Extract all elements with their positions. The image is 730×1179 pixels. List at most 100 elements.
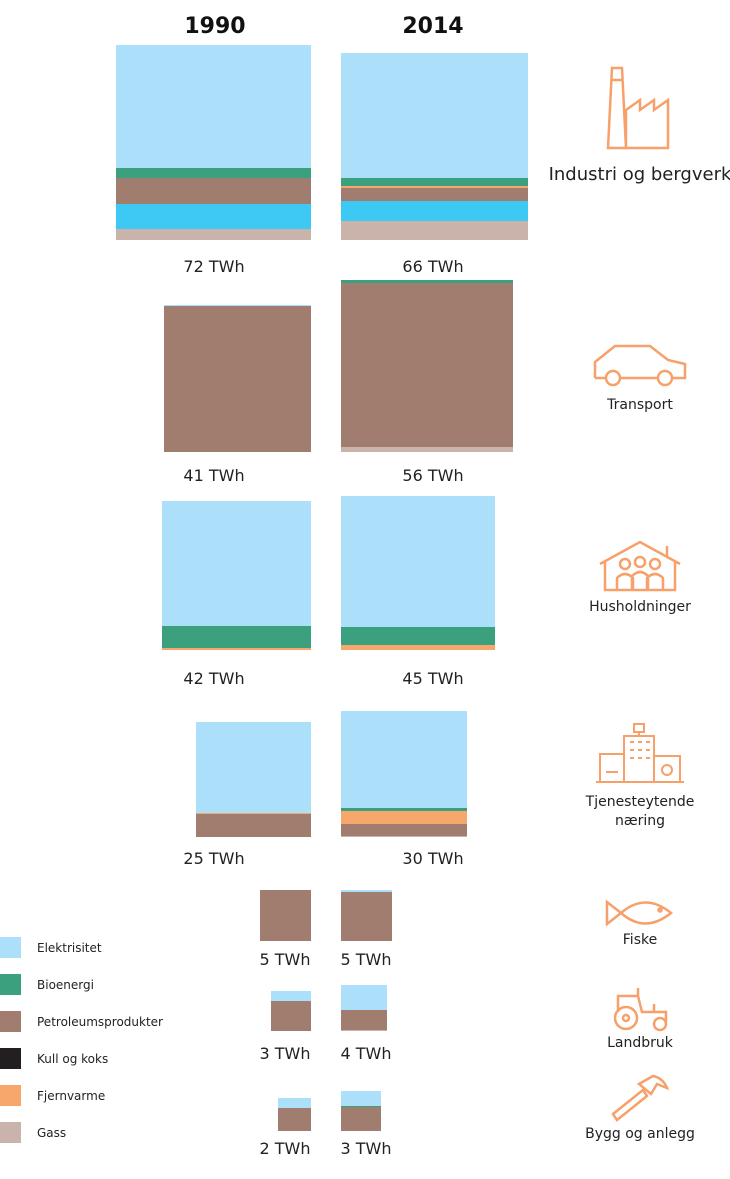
sector-label: Landbruk <box>607 1035 673 1051</box>
segment-gass <box>341 446 514 452</box>
legend-swatch <box>0 937 21 958</box>
segment-fjernvarme <box>341 185 528 188</box>
segment-petroleumsprodukter <box>163 306 311 452</box>
sector-label: Transport <box>607 397 673 413</box>
segment-petroleumsprodukter <box>341 824 467 836</box>
sector-label: Tjenesteytende næring <box>585 794 695 829</box>
segment-unlabeled <box>115 203 311 230</box>
segment-elektrisitet <box>341 711 467 808</box>
segment-elektrisitet <box>341 985 387 1011</box>
stacked-square-2014 <box>341 985 387 1031</box>
segment-elektrisitet <box>163 304 311 307</box>
buildings-icon <box>594 722 686 788</box>
legend-item: Bioenergi <box>0 974 94 995</box>
legend-swatch <box>0 974 21 995</box>
segment-petroleumsprodukter <box>341 1010 387 1031</box>
hammer-icon <box>609 1074 671 1126</box>
stacked-square-2014 <box>341 53 528 240</box>
legend-label: Gass <box>37 1125 67 1140</box>
segment-elektrisitet <box>341 1091 381 1106</box>
segment-gass <box>341 221 528 240</box>
stacked-square-2014 <box>341 495 496 650</box>
segment-bioenergi <box>161 626 311 649</box>
sector-label: Bygg og anlegg <box>585 1126 695 1142</box>
segment-gass <box>341 1030 387 1031</box>
total-label: 72 TWh <box>183 257 245 276</box>
car-icon <box>590 340 690 394</box>
stacked-square-2014 <box>341 889 393 941</box>
fish-icon <box>605 898 675 932</box>
segment-elektrisitet <box>341 495 496 627</box>
stacked-square-2014 <box>341 279 514 452</box>
segment-bioenergi <box>341 279 514 284</box>
year-header-1990: 1990 <box>184 14 246 39</box>
segment-elektrisitet <box>278 1098 311 1109</box>
segment-petroleumsprodukter <box>278 1108 311 1131</box>
legend-item: Fjernvarme <box>0 1085 105 1106</box>
sector-label: Fiske <box>622 932 658 948</box>
segment-fjernvarme <box>161 648 311 650</box>
segment-bioenergi <box>341 1105 381 1107</box>
segment-petroleumsprodukter <box>341 891 393 941</box>
total-label: 5 TWh <box>340 950 392 969</box>
tractor-icon <box>608 984 672 1036</box>
total-label: 25 TWh <box>183 849 245 868</box>
legend-swatch <box>0 1011 21 1032</box>
legend-item: Kull og koks <box>0 1048 108 1069</box>
legend-swatch <box>0 1122 21 1143</box>
total-label: 3 TWh <box>259 1044 311 1063</box>
legend-item: Petroleumsprodukter <box>0 1011 163 1032</box>
segment-bioenergi <box>341 808 467 811</box>
segment-gass <box>115 229 311 240</box>
segment-elektrisitet <box>341 53 528 179</box>
segment-elektrisitet <box>115 44 311 168</box>
total-label: 56 TWh <box>402 466 464 485</box>
segment-petroleumsprodukter <box>341 187 528 201</box>
stacked-square-1990 <box>278 1098 311 1131</box>
segment-fjernvarme <box>196 812 311 814</box>
segment-elektrisitet <box>196 722 311 813</box>
segment-elektrisitet <box>341 889 393 892</box>
segment-elektrisitet <box>161 500 311 627</box>
legend-swatch <box>0 1048 21 1069</box>
segment-gass <box>341 835 467 837</box>
segment-bioenergi <box>341 626 496 646</box>
total-label: 41 TWh <box>183 466 245 485</box>
segment-petroleumsprodukter <box>259 889 311 941</box>
stacked-square-1990 <box>271 991 311 1031</box>
segment-unlabeled <box>341 200 528 222</box>
segment-fjernvarme <box>341 810 467 825</box>
total-label: 42 TWh <box>183 669 245 688</box>
segment-bioenergi <box>341 178 528 186</box>
stacked-square-1990 <box>259 889 311 941</box>
total-label: 5 TWh <box>259 950 311 969</box>
legend-label: Petroleumsprodukter <box>37 1014 163 1029</box>
stacked-square-1990 <box>196 722 311 837</box>
legend-label: Kull og koks <box>37 1051 109 1066</box>
legend-label: Fjernvarme <box>37 1088 106 1103</box>
legend-item: Gass <box>0 1122 66 1143</box>
total-label: 45 TWh <box>402 669 464 688</box>
segment-petroleumsprodukter <box>341 1106 381 1131</box>
stacked-square-2014 <box>341 1091 381 1131</box>
total-label: 2 TWh <box>259 1139 311 1158</box>
total-label: 30 TWh <box>402 849 464 868</box>
segment-petroleumsprodukter <box>115 178 311 204</box>
legend-label: Bioenergi <box>37 977 94 992</box>
total-label: 66 TWh <box>402 257 464 276</box>
legend-label: Elektrisitet <box>37 940 102 955</box>
year-header-2014: 2014 <box>402 14 464 39</box>
sector-label: Husholdninger <box>589 599 691 615</box>
house-family-icon <box>597 540 683 596</box>
legend-item: Elektrisitet <box>0 937 102 958</box>
segment-elektrisitet <box>271 991 311 1002</box>
segment-petroleumsprodukter <box>341 283 514 447</box>
sector-label: Industri og bergverk <box>548 164 730 185</box>
stacked-square-1990 <box>161 500 311 650</box>
segment-petroleumsprodukter <box>271 1001 311 1031</box>
factory-icon <box>600 60 680 154</box>
total-label: 3 TWh <box>340 1139 392 1158</box>
segment-fjernvarme <box>341 645 496 650</box>
stacked-square-1990 <box>115 44 311 240</box>
